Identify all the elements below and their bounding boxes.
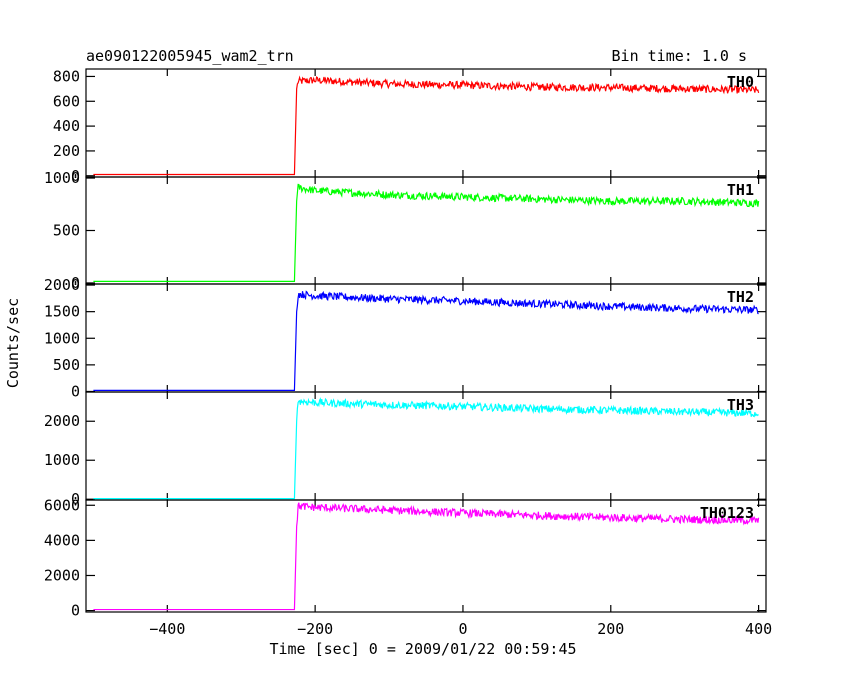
y-tick-label: 4000 (44, 531, 80, 549)
series-label: TH3 (727, 396, 754, 414)
series-label: TH2 (727, 288, 754, 306)
panel-th1: 0 500 1000 TH1 (44, 169, 767, 292)
panel-th0: 0 200 400 600 800 TH0 (53, 67, 767, 185)
x-tick-label: 0 (458, 620, 467, 638)
x-tick-label: −200 (297, 620, 333, 638)
y-tick-label: 0 (71, 382, 80, 400)
series-line-th3 (93, 397, 759, 500)
series-label: TH0123 (700, 504, 754, 522)
y-tick-label: 1000 (44, 329, 80, 347)
series-line-th0123 (93, 502, 760, 611)
y-tick-label: 2000 (44, 276, 80, 294)
series-label: TH0 (727, 73, 754, 91)
bin-time-label: Bin time: 1.0 s (612, 47, 747, 65)
y-axis-label: Counts/sec (4, 298, 22, 388)
panel-th0123: 0 2000 4000 6000 TH0123 (44, 496, 767, 620)
x-tick-label: −400 (149, 620, 185, 638)
series-line-th1 (93, 183, 760, 282)
y-tick-label: 800 (53, 67, 80, 85)
y-tick-label: 600 (53, 92, 80, 110)
y-tick-label: 1500 (44, 303, 80, 321)
y-tick-label: 0 (71, 167, 80, 185)
y-tick-label: 0 (71, 490, 80, 508)
panel-th3: 0 1000 2000 TH3 (44, 391, 767, 508)
series-line-th2 (93, 290, 759, 391)
y-tick-label: 0 (71, 602, 80, 620)
y-tick-label: 2000 (44, 566, 80, 584)
y-tick-label: 0 (71, 274, 80, 292)
y-tick-label: 400 (53, 117, 80, 135)
y-tick-label: 500 (53, 356, 80, 374)
y-tick-label: 2000 (44, 412, 80, 430)
panel-frame (85, 499, 767, 613)
series-line-th0 (93, 75, 760, 176)
y-tick-label: 200 (53, 142, 80, 160)
panel-th2: 0 500 1000 1500 2000 TH2 (44, 276, 767, 400)
panels-group: 0 200 400 600 800 TH0 0 500 1000 TH1 0 500 1000 1500 2… (44, 67, 772, 638)
y-tick-label: 1000 (44, 451, 80, 469)
y-tick-label: 1000 (44, 169, 80, 187)
chart-title: ae090122005945_wam2_trn (86, 47, 294, 65)
y-tick-label: 6000 (44, 496, 80, 514)
y-tick-label: 500 (53, 222, 80, 240)
series-label: TH1 (727, 181, 754, 199)
x-tick-label: 400 (745, 620, 772, 638)
x-axis-label: Time [sec] 0 = 2009/01/22 00:59:45 (269, 640, 576, 658)
x-tick-label: 200 (597, 620, 624, 638)
